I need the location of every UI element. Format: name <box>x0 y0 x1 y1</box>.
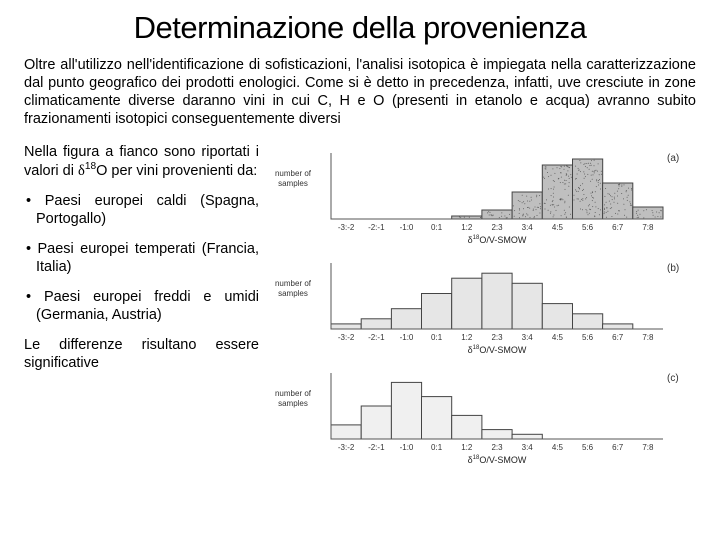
svg-text:δ18O/V-SMOW: δ18O/V-SMOW <box>468 455 527 465</box>
svg-text:5:6: 5:6 <box>582 333 594 342</box>
svg-text:4:5: 4:5 <box>552 223 564 232</box>
isotope-18: 18 <box>85 161 96 172</box>
bullet-warm-countries: Paesi europei caldi (Spagna, Portogallo) <box>24 192 259 228</box>
svg-text:6:7: 6:7 <box>612 333 624 342</box>
histogram-svg: number ofsamples -3:-2 -2:-1 -1:0 0:1 1:2 2:3 3… <box>273 255 683 359</box>
svg-text:number of: number of <box>275 279 312 288</box>
svg-text:1:2: 1:2 <box>461 443 473 452</box>
histogram-panel-a: number ofsamples -3:-2 -2:-1 -1:0 0:1 1:2 2:3 3… <box>273 145 696 249</box>
svg-text:1:2: 1:2 <box>461 333 473 342</box>
svg-text:-3:-2: -3:-2 <box>338 333 355 342</box>
svg-text:-2:-1: -2:-1 <box>368 223 385 232</box>
svg-text:7:8: 7:8 <box>642 443 654 452</box>
svg-text:5:6: 5:6 <box>582 223 594 232</box>
svg-text:7:8: 7:8 <box>642 333 654 342</box>
svg-text:samples: samples <box>278 179 308 188</box>
histogram-panels: number ofsamples-3:-2-2:-1-1:00:11:22:33… <box>273 145 696 469</box>
histogram-panel-c: number ofsamples -3:-2 -2:-1 -1:0 0:1 1:2 2:3 3… <box>273 365 696 469</box>
two-column-layout: Nella figura a fianco sono riportati i v… <box>24 143 696 469</box>
svg-text:-1:0: -1:0 <box>400 443 414 452</box>
figure-lead: Nella figura a fianco sono riportati i v… <box>24 143 259 180</box>
svg-text:-3:-2: -3:-2 <box>338 223 355 232</box>
svg-text:4:5: 4:5 <box>552 443 564 452</box>
text-column: Nella figura a fianco sono riportati i v… <box>24 143 259 469</box>
delta-symbol: δ <box>78 162 85 178</box>
intro-paragraph: Oltre all'utilizzo nell'identificazione … <box>24 56 696 129</box>
svg-text:δ18O/V-SMOW: δ18O/V-SMOW <box>468 345 527 355</box>
svg-text:-2:-1: -2:-1 <box>368 443 385 452</box>
svg-text:number of: number of <box>275 389 312 398</box>
svg-text:(a): (a) <box>667 153 679 164</box>
svg-text:samples: samples <box>278 289 308 298</box>
page-title: Determinazione della provenienza <box>24 10 696 46</box>
svg-text:5:6: 5:6 <box>582 443 594 452</box>
svg-text:3:4: 3:4 <box>522 223 534 232</box>
svg-text:number of: number of <box>275 169 312 178</box>
svg-text:-3:-2: -3:-2 <box>338 443 355 452</box>
svg-text:3:4: 3:4 <box>522 443 534 452</box>
bullet-temperate-countries: Paesi europei temperati (Francia, Italia… <box>24 240 259 276</box>
svg-text:(b): (b) <box>667 263 679 274</box>
svg-text:7:8: 7:8 <box>642 223 654 232</box>
svg-text:2:3: 2:3 <box>491 443 503 452</box>
svg-text:0:1: 0:1 <box>431 443 443 452</box>
figure-column: number ofsamples-3:-2-2:-1-1:00:11:22:33… <box>273 143 696 469</box>
svg-text:(c): (c) <box>667 373 679 384</box>
svg-text:0:1: 0:1 <box>431 223 443 232</box>
bullet-cold-countries: Paesi europei freddi e umidi (Germania, … <box>24 288 259 324</box>
histogram-svg: number ofsamples -3:-2 -2:-1 -1:0 0:1 1:2 2:3 3… <box>273 145 683 249</box>
svg-text:δ18O/V-SMOW: δ18O/V-SMOW <box>468 235 527 245</box>
closing-paragraph: Le differenze risultano essere significa… <box>24 336 259 372</box>
histogram-svg: number ofsamples -3:-2 -2:-1 -1:0 0:1 1:2 2:3 3… <box>273 365 683 469</box>
histogram-panel-b: number ofsamples -3:-2 -2:-1 -1:0 0:1 1:2 2:3 3… <box>273 255 696 359</box>
svg-text:0:1: 0:1 <box>431 333 443 342</box>
svg-text:6:7: 6:7 <box>612 443 624 452</box>
svg-text:-1:0: -1:0 <box>400 223 414 232</box>
svg-text:-1:0: -1:0 <box>400 333 414 342</box>
svg-text:samples: samples <box>278 399 308 408</box>
svg-text:2:3: 2:3 <box>491 223 503 232</box>
svg-text:4:5: 4:5 <box>552 333 564 342</box>
lead-post: O per vini provenienti da: <box>96 162 257 178</box>
svg-text:6:7: 6:7 <box>612 223 624 232</box>
svg-text:2:3: 2:3 <box>491 333 503 342</box>
svg-text:-2:-1: -2:-1 <box>368 333 385 342</box>
svg-text:3:4: 3:4 <box>522 333 534 342</box>
svg-text:1:2: 1:2 <box>461 223 473 232</box>
